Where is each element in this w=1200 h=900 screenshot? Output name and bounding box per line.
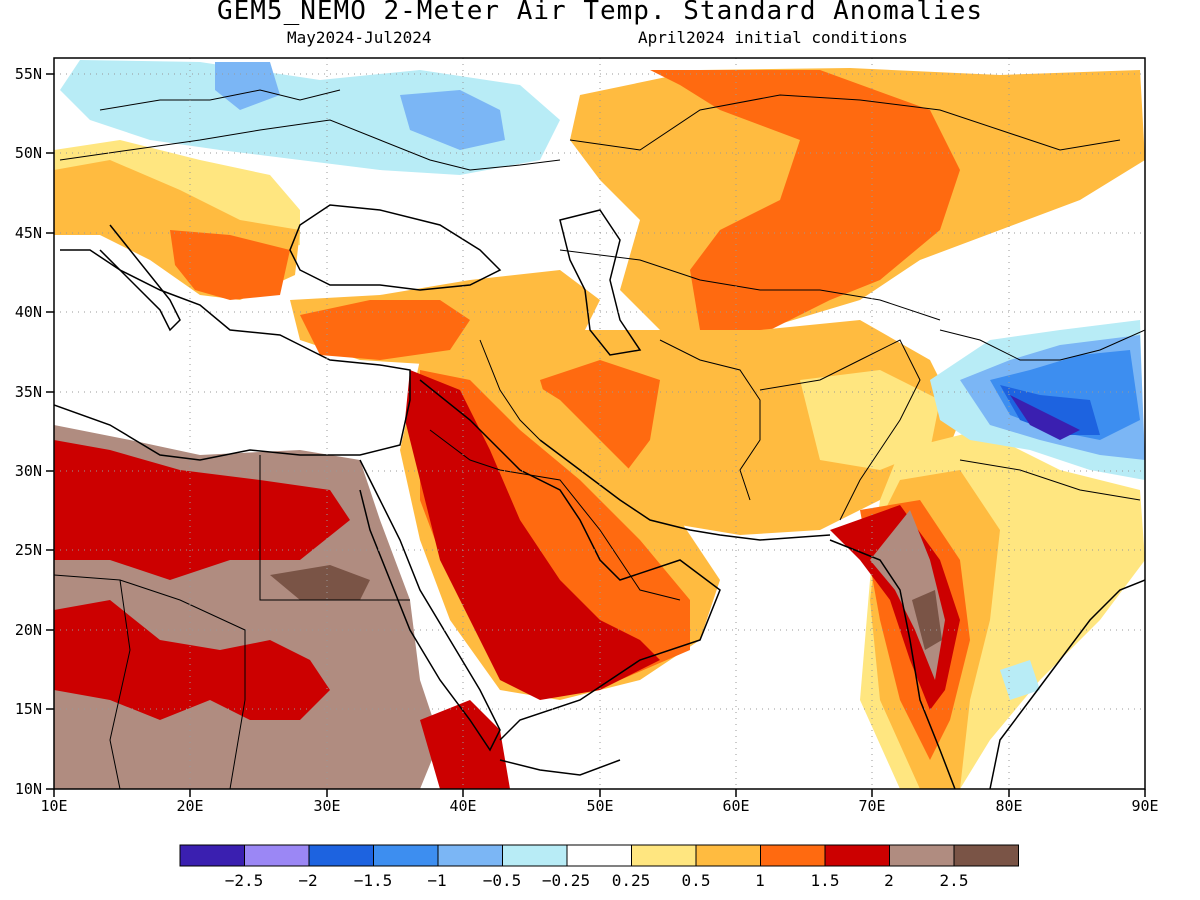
lon-label-40e: 40E <box>449 797 477 815</box>
lat-label-30n: 30N <box>14 462 42 480</box>
caspian-coast <box>559 209 642 356</box>
anomaly-region-sahel-red <box>54 600 330 720</box>
lat-label-10n: 10N <box>14 780 42 798</box>
border-europe-north <box>99 89 341 111</box>
colorbar-swatch <box>824 844 890 867</box>
anomaly-region-tibet-indigo <box>1010 395 1080 440</box>
mediterranean-coast <box>54 249 411 461</box>
lon-label-60e: 60E <box>722 797 750 815</box>
lon-label-50e: 50E <box>586 797 614 815</box>
colorbar-swatch <box>244 844 310 867</box>
lat-label-50n: 50N <box>14 144 42 162</box>
lon-label-20e: 20E <box>176 797 204 815</box>
india-coast <box>829 539 956 789</box>
persian-gulf-coast <box>539 439 831 541</box>
anomaly-region-belarus-lightblue <box>215 62 280 110</box>
anomaly-region-ethiopia-red <box>420 700 510 789</box>
border-libya <box>109 579 131 789</box>
map-field <box>54 58 1145 789</box>
coastlines <box>54 204 1145 789</box>
colorbar-label: −2.5 <box>224 871 264 890</box>
india-east-coast <box>989 579 1145 789</box>
lon-label-90e: 90E <box>1131 797 1159 815</box>
anomaly-region-tibet-darkblue <box>1000 385 1100 435</box>
italy-coast <box>99 224 181 332</box>
border-europe <box>59 119 561 171</box>
lat-label-20n: 20N <box>14 621 42 639</box>
border-africa <box>54 574 246 789</box>
anomaly-region-india-brown-dark <box>912 590 942 650</box>
anomaly-region-bay-of-bengal-cyan <box>1000 660 1040 700</box>
colorbar-label: −2 <box>298 871 318 890</box>
colorbar-label: −0.25 <box>541 871 591 890</box>
colorbar-swatch <box>502 844 568 867</box>
border-iran-east <box>659 339 761 501</box>
anomaly-region-turkey-orange <box>300 300 470 360</box>
colorbar-label: 1.5 <box>810 871 840 890</box>
colorbar-swatch <box>631 844 697 867</box>
colorbar-label: 1 <box>755 871 765 890</box>
anomaly-region-sahara-red <box>54 440 350 580</box>
red-sea-coast <box>359 459 501 752</box>
border-central-asia <box>559 249 941 321</box>
colorbar-swatch <box>889 844 955 867</box>
anomaly-region-arabia-red <box>405 370 660 700</box>
lat-label-15n: 15N <box>14 700 42 718</box>
anomaly-region-ukraine-cyan <box>60 60 560 175</box>
colorbar-label: −1 <box>427 871 447 890</box>
colorbar-swatch <box>437 844 503 867</box>
colorbar-label: 2 <box>884 871 894 890</box>
forecast-period: May2024-Jul2024 <box>287 28 432 47</box>
colorbar-swatch <box>179 844 245 867</box>
colorbar-swatch <box>760 844 826 867</box>
country-borders <box>54 89 1145 789</box>
arabian-peninsula-coast <box>419 379 721 741</box>
map-title: GEM5_NEMO 2-Meter Air Temp. Standard Ano… <box>216 0 984 26</box>
anomaly-region-ukraine-lightblue <box>400 90 505 150</box>
lon-label-30e: 30E <box>313 797 341 815</box>
lon-label-10e: 10E <box>40 797 68 815</box>
colorbar-label: 0.5 <box>681 871 711 890</box>
colorbar-swatch <box>695 844 761 867</box>
colorbar-label: −0.5 <box>482 871 522 890</box>
colorbar-label: −1.5 <box>353 871 393 890</box>
lat-label-55n: 55N <box>14 65 42 83</box>
border-pakistan <box>759 339 921 521</box>
border-egypt-sudan <box>259 455 410 601</box>
border-himalaya <box>959 459 1141 501</box>
black-sea-coast <box>289 204 502 291</box>
border-iran-iraq <box>479 339 541 441</box>
lon-label-80e: 80E <box>995 797 1023 815</box>
colorbar-swatch <box>953 844 1019 867</box>
border-kazakhstan-russia <box>569 94 1121 151</box>
somalia-coast <box>499 759 621 776</box>
colorbar-swatch <box>373 844 439 867</box>
lat-label-40n: 40N <box>14 303 42 321</box>
colorbar <box>179 844 1019 867</box>
colorbar-swatch <box>308 844 374 867</box>
lat-label-25n: 25N <box>14 541 42 559</box>
anomaly-region-libya-brown-dark <box>270 565 370 600</box>
colorbar-swatch <box>566 844 632 867</box>
anomaly-region-balkans-orange <box>170 230 290 300</box>
lat-label-35n: 35N <box>14 383 42 401</box>
lat-label-45n: 45N <box>14 224 42 242</box>
lon-label-70e: 70E <box>858 797 886 815</box>
axis-ticks <box>46 73 1146 797</box>
initial-conditions: April2024 initial conditions <box>638 28 908 47</box>
colorbar-label: 0.25 <box>611 871 651 890</box>
colorbar-label: 2.5 <box>939 871 969 890</box>
border-saudi <box>429 429 681 601</box>
anomaly-region-kazakhstan-orange <box>650 70 960 330</box>
anomaly-region-pakistan-yellow <box>800 370 940 470</box>
border-china <box>939 329 1145 361</box>
